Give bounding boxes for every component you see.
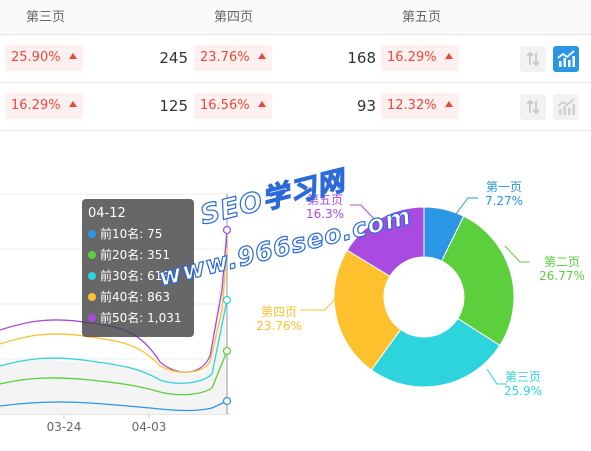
up-arrow-icon — [444, 53, 453, 59]
series-line-top20 — [0, 350, 228, 396]
area-fill — [0, 230, 227, 414]
keyword-count: 168 — [347, 49, 376, 67]
pie-slice[interactable] — [346, 206, 425, 277]
tooltip-item: 前50名: 1,031 — [88, 308, 188, 329]
tooltip-item: 前40名: 863 — [88, 287, 188, 308]
col-header-page5: 第五页 — [402, 10, 442, 25]
pie-label: 第五页 16.3% — [305, 193, 345, 221]
x-tick-label: 03-24 — [47, 420, 82, 434]
pie-slice[interactable] — [370, 317, 501, 388]
series-dot — [88, 251, 96, 259]
tooltip-item: 前10名: 75 — [88, 224, 188, 245]
trend-chart-icon — [557, 50, 575, 67]
up-arrow-icon — [68, 53, 77, 59]
point-top30 — [222, 295, 232, 305]
trend-chart-button[interactable] — [553, 94, 579, 120]
ranking-trend-line-chart: 03-24 04-03 — [0, 193, 232, 434]
rank-change-badge: 16.29% — [5, 93, 83, 119]
hover-points — [222, 225, 232, 406]
pie-label: 第一页 7.27% — [484, 180, 524, 208]
tooltip-date: 04-12 — [88, 206, 126, 221]
rank-change-badge: 12.32% — [381, 93, 459, 119]
page-distribution-donut-chart — [300, 197, 530, 388]
series-dot — [88, 230, 96, 238]
series-line-top30 — [0, 299, 228, 384]
point-top50 — [222, 225, 232, 235]
col-header-page4: 第四页 — [214, 10, 254, 25]
pie-label: 第四页 23.76% — [256, 305, 302, 333]
rank-change-badge: 16.56% — [194, 93, 272, 119]
series-dot — [88, 272, 96, 280]
up-arrow-icon — [444, 101, 453, 107]
rank-change-badge: 23.76% — [194, 45, 272, 71]
chart-tooltip: 04-12 前10名: 75 前20名: 351 前30名: 618 前40名:… — [82, 199, 194, 337]
sort-arrows-icon — [526, 99, 540, 115]
up-arrow-icon — [257, 53, 266, 59]
rank-change-badge: 25.90% — [5, 45, 83, 71]
keyword-count: 245 — [159, 49, 188, 67]
table-header: 第三页 第四页 第五页 — [0, 0, 591, 35]
rank-change-badge: 16.29% — [381, 45, 459, 71]
table-row: 16.29% 125 16.56% 93 12.32% — [0, 83, 591, 131]
x-tick-label: 04-03 — [132, 420, 167, 434]
tooltip-item: 前20名: 351 — [88, 245, 188, 266]
series-dot — [88, 293, 96, 301]
series-dot — [88, 314, 96, 322]
pie-label: 第三页 25.9% — [503, 370, 543, 398]
series-line-top10 — [0, 400, 228, 412]
series-line-top40 — [0, 247, 228, 373]
up-arrow-icon — [68, 101, 77, 107]
trend-chart-button[interactable] — [553, 46, 579, 72]
sort-toggle-button[interactable] — [520, 94, 546, 120]
keyword-count: 93 — [356, 97, 376, 115]
label-leader-lines — [300, 197, 530, 385]
up-arrow-icon — [257, 101, 266, 107]
point-top10 — [222, 396, 232, 406]
pie-label: 第二页 26.77% — [539, 255, 585, 283]
tooltip-item: 前30名: 618 — [88, 266, 188, 287]
donut-slices — [333, 206, 515, 388]
table-row: 25.90% 245 23.76% 168 16.29% — [0, 35, 591, 83]
keyword-count: 125 — [159, 97, 188, 115]
pie-slice[interactable] — [440, 215, 515, 347]
point-top20 — [222, 346, 232, 356]
sort-arrows-icon — [526, 51, 540, 67]
pie-slice[interactable] — [333, 249, 402, 371]
sort-toggle-button[interactable] — [520, 46, 546, 72]
trend-chart-icon — [557, 98, 575, 115]
col-header-page3: 第三页 — [26, 10, 66, 25]
